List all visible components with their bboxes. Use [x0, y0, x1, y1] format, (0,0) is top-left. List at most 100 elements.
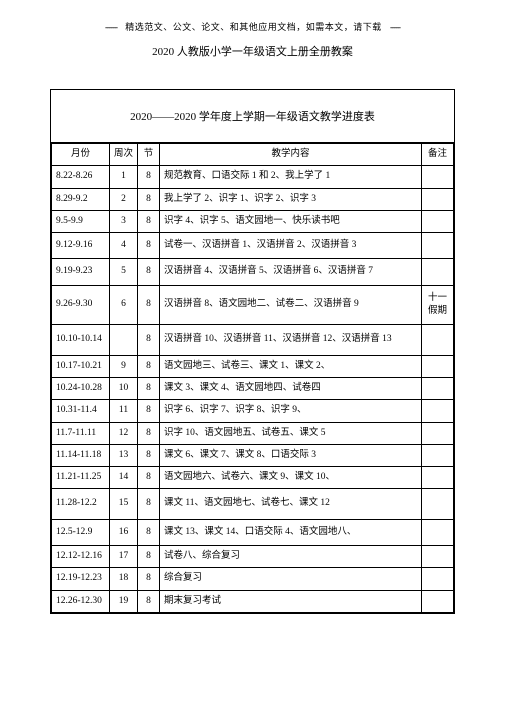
cell-note [422, 444, 454, 466]
cell-content: 课文 13、课文 14、口语交际 4、语文园地八、 [160, 519, 422, 545]
table-row: 9.26-9.3068汉语拼音 8、语文园地二、试卷二、汉语拼音 9十一假期 [52, 285, 454, 325]
cell-month: 10.31-11.4 [52, 400, 110, 422]
table-row: 10.31-11.4118识字 6、识字 7、识字 8、识字 9、 [52, 400, 454, 422]
cell-week: 12 [110, 422, 138, 444]
cell-week: 14 [110, 467, 138, 489]
table-header-row: 月份 周次 节 教学内容 备注 [52, 144, 454, 166]
cell-note [422, 568, 454, 590]
cell-content: 课文 11、语文园地七、试卷七、课文 12 [160, 489, 422, 519]
table-row: 12.19-12.23188综合复习 [52, 568, 454, 590]
header-note: ------ 精选范文、公文、论文、和其他应用文档，如需本文，请下载 ----- [50, 20, 455, 33]
cell-note [422, 377, 454, 399]
cell-month: 12.12-12.16 [52, 546, 110, 568]
col-header-note: 备注 [422, 144, 454, 166]
cell-content: 汉语拼音 4、汉语拼音 5、汉语拼音 6、汉语拼音 7 [160, 259, 422, 285]
table-row: 12.12-12.16178试卷八、综合复习 [52, 546, 454, 568]
cell-content: 课文 6、课文 7、课文 8、口语交际 3 [160, 444, 422, 466]
cell-week: 19 [110, 590, 138, 612]
cell-section: 8 [138, 400, 160, 422]
cell-content: 课文 3、课文 4、语文园地四、试卷四 [160, 377, 422, 399]
cell-month: 9.5-9.9 [52, 210, 110, 232]
cell-week: 17 [110, 546, 138, 568]
cell-note [422, 467, 454, 489]
cell-content: 规范教育、口语交际 1 和 2、我上学了 1 [160, 166, 422, 188]
cell-week: 15 [110, 489, 138, 519]
cell-section: 8 [138, 444, 160, 466]
document-title: 2020 人教版小学一年级语文上册全册教案 [50, 43, 455, 59]
table-row: 9.5-9.938识字 4、识字 5、语文园地一、快乐读书吧 [52, 210, 454, 232]
cell-week: 10 [110, 377, 138, 399]
header-note-text: 精选范文、公文、论文、和其他应用文档，如需本文，请下载 [125, 22, 382, 32]
cell-section: 8 [138, 377, 160, 399]
table-row: 10.10-10.14 8汉语拼音 10、汉语拼音 11、汉语拼音 12、汉语拼音… [52, 325, 454, 355]
cell-note [422, 546, 454, 568]
table-row: 11.7-11.11128识字 10、语文园地五、试卷五、课文 5 [52, 422, 454, 444]
cell-week: 16 [110, 519, 138, 545]
cell-week: 1 [110, 166, 138, 188]
cell-content: 我上学了 2、识字 1、识字 2、识字 3 [160, 188, 422, 210]
cell-section: 8 [138, 568, 160, 590]
cell-content: 语文园地三、试卷三、课文 1、课文 2、 [160, 355, 422, 377]
cell-section: 8 [138, 489, 160, 519]
cell-content: 识字 4、识字 5、语文园地一、快乐读书吧 [160, 210, 422, 232]
cell-content: 汉语拼音 10、汉语拼音 11、汉语拼音 12、汉语拼音 13 [160, 325, 422, 355]
cell-month: 11.28-12.2 [52, 489, 110, 519]
cell-week: 4 [110, 233, 138, 259]
header-dashes-left: ------ [105, 22, 117, 32]
cell-week: 18 [110, 568, 138, 590]
cell-content: 汉语拼音 8、语文园地二、试卷二、汉语拼音 9 [160, 285, 422, 325]
cell-note [422, 400, 454, 422]
cell-note [422, 259, 454, 285]
cell-content: 综合复习 [160, 568, 422, 590]
col-header-week: 周次 [110, 144, 138, 166]
cell-content: 识字 10、语文园地五、试卷五、课文 5 [160, 422, 422, 444]
cell-note [422, 590, 454, 612]
table-row: 12.26-12.30198期末复习考试 [52, 590, 454, 612]
cell-section: 8 [138, 519, 160, 545]
cell-note [422, 210, 454, 232]
table-row: 9.19-9.2358汉语拼音 4、汉语拼音 5、汉语拼音 6、汉语拼音 7 [52, 259, 454, 285]
cell-note [422, 422, 454, 444]
table-row: 10.24-10.28108课文 3、课文 4、语文园地四、试卷四 [52, 377, 454, 399]
cell-month: 10.10-10.14 [52, 325, 110, 355]
cell-month: 8.22-8.26 [52, 166, 110, 188]
table-row: 8.22-8.2618规范教育、口语交际 1 和 2、我上学了 1 [52, 166, 454, 188]
cell-section: 8 [138, 355, 160, 377]
cell-content: 试卷一、汉语拼音 1、汉语拼音 2、汉语拼音 3 [160, 233, 422, 259]
cell-note [422, 188, 454, 210]
cell-month: 9.19-9.23 [52, 259, 110, 285]
table-row: 12.5-12.9168课文 13、课文 14、口语交际 4、语文园地八、 [52, 519, 454, 545]
cell-month: 10.24-10.28 [52, 377, 110, 399]
cell-month: 11.14-11.18 [52, 444, 110, 466]
cell-month: 9.26-9.30 [52, 285, 110, 325]
cell-month: 8.29-9.2 [52, 188, 110, 210]
cell-note [422, 233, 454, 259]
cell-month: 11.7-11.11 [52, 422, 110, 444]
cell-section: 8 [138, 233, 160, 259]
table-row: 11.21-11.25148语文园地六、试卷六、课文 9、课文 10、 [52, 467, 454, 489]
col-header-section: 节 [138, 144, 160, 166]
cell-section: 8 [138, 188, 160, 210]
cell-week: 11 [110, 400, 138, 422]
cell-month: 12.19-12.23 [52, 568, 110, 590]
cell-month: 9.12-9.16 [52, 233, 110, 259]
cell-content: 识字 6、识字 7、识字 8、识字 9、 [160, 400, 422, 422]
cell-month: 10.17-10.21 [52, 355, 110, 377]
cell-section: 8 [138, 590, 160, 612]
cell-month: 12.26-12.30 [52, 590, 110, 612]
cell-content: 试卷八、综合复习 [160, 546, 422, 568]
cell-week: 2 [110, 188, 138, 210]
cell-note [422, 166, 454, 188]
table-row: 8.29-9.228我上学了 2、识字 1、识字 2、识字 3 [52, 188, 454, 210]
cell-week [110, 325, 138, 355]
cell-section: 8 [138, 325, 160, 355]
cell-section: 8 [138, 210, 160, 232]
cell-month: 12.5-12.9 [52, 519, 110, 545]
cell-section: 8 [138, 285, 160, 325]
cell-section: 8 [138, 259, 160, 285]
cell-content: 期末复习考试 [160, 590, 422, 612]
schedule-table: 月份 周次 节 教学内容 备注 8.22-8.2618规范教育、口语交际 1 和… [51, 143, 454, 613]
cell-note: 十一假期 [422, 285, 454, 325]
table-row: 11.28-12.2158课文 11、语文园地七、试卷七、课文 12 [52, 489, 454, 519]
cell-note [422, 325, 454, 355]
